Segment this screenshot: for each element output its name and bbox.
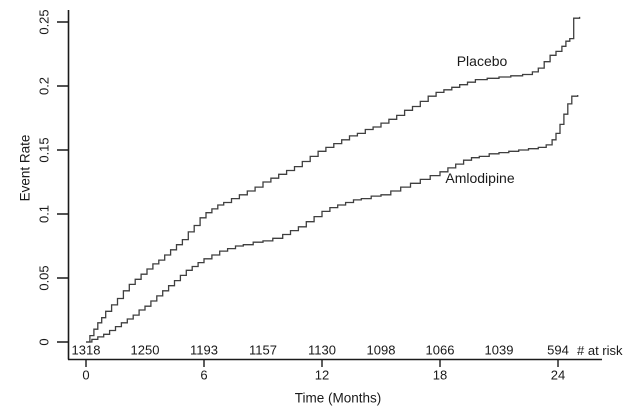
at-risk-count-month-9: 1157 xyxy=(249,342,277,358)
at-risk-count-month-24: 594 xyxy=(547,342,569,358)
at-risk-count-month-18: 1066 xyxy=(425,342,455,358)
y-axis-title: Event Rate xyxy=(17,134,33,202)
at-risk-count-month-15: 1098 xyxy=(366,342,396,358)
series-label-amlodipine: Amlodipine xyxy=(445,170,515,186)
x-tick-label-12: 12 xyxy=(314,367,330,383)
x-tick-label-0: 0 xyxy=(82,367,90,383)
y-tick-label-0.05: 0.05 xyxy=(36,265,52,291)
at-risk-count-month-6: 1193 xyxy=(190,342,218,358)
amlodipine-curve xyxy=(86,95,579,343)
y-axis-ticks xyxy=(57,21,69,343)
y-tick-label-0.2: 0.2 xyxy=(36,76,52,96)
y-tick-label-0.15: 0.15 xyxy=(36,137,52,163)
at-risk-label: # at risk xyxy=(577,343,623,358)
x-tick-label-24: 24 xyxy=(550,367,566,383)
x-axis-title: Time (Months) xyxy=(294,390,382,406)
at-risk-count-month-0: 1318 xyxy=(71,342,101,358)
series-label-placebo: Placebo xyxy=(456,53,508,69)
x-tick-label-18: 18 xyxy=(432,367,448,383)
at-risk-count-month-12: 1130 xyxy=(308,342,336,358)
at-risk-count-month-21: 1039 xyxy=(484,342,514,358)
y-tick-label-0.25: 0.25 xyxy=(36,9,52,35)
y-tick-label-0.1: 0.1 xyxy=(36,204,52,224)
at-risk-count-month-3: 1250 xyxy=(130,342,160,358)
y-tick-label-0: 0 xyxy=(36,338,52,346)
placebo-curve xyxy=(86,16,581,343)
x-tick-label-6: 6 xyxy=(200,367,208,383)
x-axis-ticks xyxy=(85,359,559,367)
